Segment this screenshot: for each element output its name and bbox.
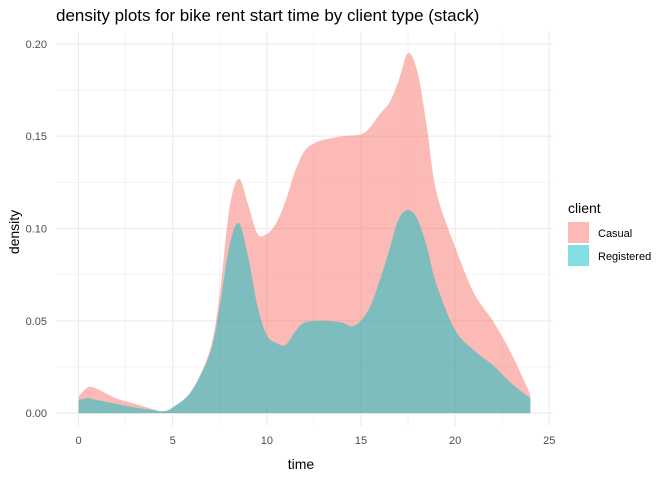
legend-key-registered (568, 245, 589, 266)
x-axis-ticks: 0 5 10 15 20 25 (76, 435, 556, 447)
x-tick-label: 20 (449, 435, 461, 447)
stacked-areas (78, 52, 531, 414)
legend: client Casual Registered (568, 200, 651, 266)
x-tick-label: 15 (355, 435, 367, 447)
legend-key-casual (568, 222, 589, 243)
x-tick-label: 5 (170, 435, 176, 447)
y-tick-label: 0.20 (26, 39, 47, 51)
legend-label-casual: Casual (598, 228, 632, 240)
y-axis-title: density (6, 210, 22, 254)
y-tick-label: 0.10 (26, 224, 47, 236)
legend-title: client (568, 200, 601, 216)
x-tick-label: 0 (76, 435, 82, 447)
y-axis-ticks: 0.00 0.05 0.10 0.15 0.20 (26, 39, 47, 420)
x-tick-label: 25 (543, 435, 555, 447)
y-tick-label: 0.05 (26, 316, 47, 328)
chart-title: density plots for bike rent start time b… (56, 6, 479, 25)
legend-label-registered: Registered (598, 251, 651, 263)
area-registered (78, 210, 531, 414)
x-tick-label: 10 (261, 435, 273, 447)
x-axis-title: time (288, 456, 315, 472)
y-tick-label: 0.00 (26, 408, 47, 420)
y-tick-label: 0.15 (26, 131, 47, 143)
